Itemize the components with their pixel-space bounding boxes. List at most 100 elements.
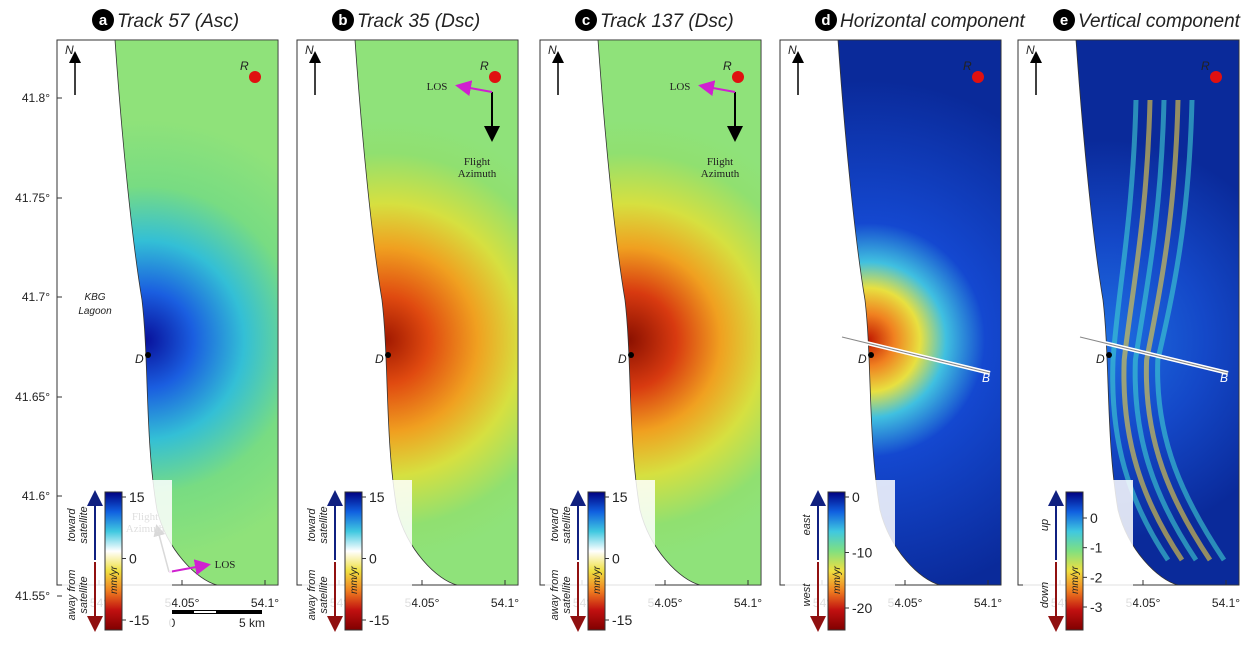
profile-line-inner [841, 336, 991, 374]
d-label: D [375, 352, 384, 366]
flight-label: Azimuth [458, 168, 497, 180]
reference-label: R [963, 59, 972, 73]
x-tick-label: 54.05° [405, 596, 440, 610]
colorbar-bottom-label: west [801, 583, 813, 607]
panel-letter: e [1060, 12, 1068, 29]
profile-start: A [1081, 319, 1090, 333]
reference-point [249, 71, 261, 83]
d-point [1106, 352, 1112, 358]
panel-title: Track 137 (Dsc) [600, 11, 734, 32]
panel-title: Track 57 (Asc) [117, 11, 239, 32]
colorbar-tick-label: -15 [369, 612, 389, 628]
flight-label: Flight [707, 156, 733, 168]
profile-end: B [982, 371, 990, 385]
y-tick-label: 41.8° [22, 91, 50, 105]
colorbar [104, 491, 123, 631]
reference-label: R [240, 59, 249, 73]
colorbar-top-label: satellite [78, 506, 90, 543]
scale-label: 5 km [239, 616, 265, 630]
los-arrow [455, 80, 493, 97]
profile-start: A [843, 319, 852, 333]
colorbar-bottom-label: away from [66, 570, 78, 621]
deformation-band [1132, 99, 1199, 562]
panel-title: Track 35 (Dsc) [357, 11, 480, 32]
panel-title: Vertical component [1078, 11, 1241, 32]
y-tick-label: 41.75° [15, 191, 50, 205]
north-label: N [65, 43, 74, 57]
colorbar [587, 491, 606, 631]
reference-point [489, 71, 501, 83]
x-tick-label: 54.05° [648, 596, 683, 610]
colorbar-tick-label: -1 [1090, 540, 1103, 556]
colorbar-tick-label: -20 [852, 600, 872, 616]
colorbar-top-label: toward [66, 508, 78, 542]
panel-badge [1053, 9, 1075, 31]
d-point [868, 352, 874, 358]
colorbar-tick-label: 0 [1090, 510, 1098, 526]
reference-label: R [480, 59, 489, 73]
panel-letter: a [99, 12, 108, 29]
flight-label: Flight [464, 156, 490, 168]
colorbar-tick-label: 0 [612, 551, 620, 567]
scale-label: 0 [169, 616, 176, 630]
reference-label: R [723, 59, 732, 73]
d-label: D [618, 352, 627, 366]
land [837, 39, 1002, 586]
colorbar-tick-label: -15 [129, 612, 149, 628]
x-tick-label: 54.1° [1212, 596, 1240, 610]
colorbar [1065, 491, 1084, 631]
d-label: D [135, 352, 144, 366]
reference-point [1210, 71, 1222, 83]
north-label: N [1026, 43, 1035, 57]
colorbar-tick-label: 15 [612, 489, 628, 505]
x-tick-label: 54.1° [251, 596, 279, 610]
los-label: LOS [215, 559, 236, 571]
colorbar-bottom-label: satellite [78, 576, 90, 613]
scale-bar-white [194, 611, 216, 613]
los-label: LOS [427, 81, 448, 93]
panel-badge [575, 9, 597, 31]
x-tick-label: 54.05° [1126, 596, 1161, 610]
d-label: D [1096, 352, 1105, 366]
panel-letter: d [821, 12, 830, 29]
colorbar-bottom-label: away from [306, 570, 318, 621]
los-label: LOS [670, 81, 691, 93]
colorbar-tick-label: -2 [1090, 569, 1103, 585]
y-tick-label: 41.55° [15, 589, 50, 603]
colorbar [827, 491, 846, 631]
colorbar-unit: mm/yr [832, 565, 843, 593]
scale-bar [172, 610, 262, 614]
d-point [385, 352, 391, 358]
panel-letter: c [582, 12, 590, 29]
d-label: D [858, 352, 867, 366]
deformation-band [1110, 99, 1171, 562]
colorbar-tick-label: -3 [1090, 599, 1103, 615]
land [597, 39, 762, 586]
colorbar-unit: mm/yr [349, 565, 360, 593]
deformation-band [1155, 99, 1227, 562]
los-arrow [168, 559, 211, 576]
land [354, 39, 519, 586]
colorbar-tick-label: -10 [852, 545, 872, 561]
colorbar [344, 491, 363, 631]
reference-point [732, 71, 744, 83]
reference-point [972, 71, 984, 83]
flight-label: Azimuth [701, 168, 740, 180]
profile-end: B [1220, 371, 1228, 385]
d-point [145, 352, 151, 358]
colorbar-top-label: up [1039, 519, 1051, 531]
los-arrow [698, 80, 736, 97]
colorbar-top-label: toward [549, 508, 561, 542]
lagoon-label: Lagoon [78, 306, 112, 317]
x-tick-label: 54.1° [974, 596, 1002, 610]
panel-badge [92, 9, 114, 31]
north-label: N [548, 43, 557, 57]
land [114, 39, 279, 586]
colorbar-bottom-label: satellite [561, 576, 573, 613]
lagoon-label: KBG [84, 292, 105, 303]
